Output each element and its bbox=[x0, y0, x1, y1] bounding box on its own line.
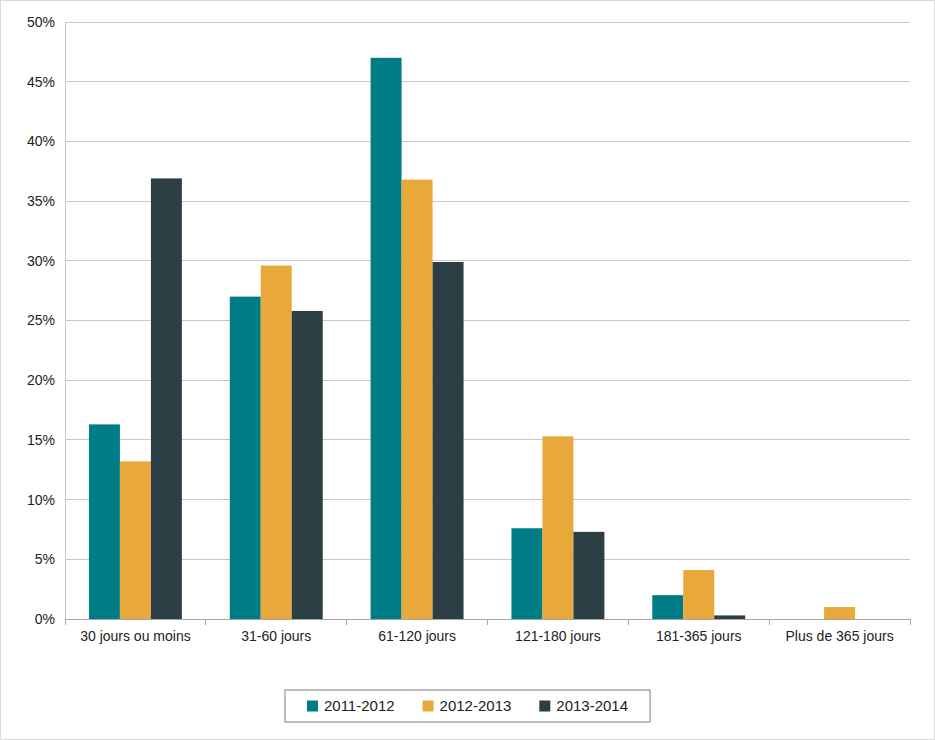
x-tick-label: 121-180 jours bbox=[515, 628, 601, 644]
series bbox=[89, 58, 683, 619]
x-tick: 181-365 jours bbox=[656, 619, 742, 644]
grid-line bbox=[65, 320, 910, 321]
x-separator bbox=[205, 619, 206, 625]
y-tick: 35% bbox=[27, 193, 65, 209]
legend-swatch bbox=[307, 701, 318, 712]
legend-swatch bbox=[423, 701, 434, 712]
y-tick-label: 50% bbox=[27, 14, 55, 30]
legend-label: 2011-2012 bbox=[324, 697, 395, 714]
legend-swatch bbox=[539, 701, 550, 712]
legend-label: 2013-2014 bbox=[556, 697, 628, 714]
x-axis: 30 jours ou moins 31-60 jours 61-120 jours… bbox=[66, 619, 911, 644]
bar bbox=[402, 180, 433, 619]
x-separator bbox=[910, 619, 911, 625]
y-tick: 0% bbox=[35, 611, 65, 627]
y-tick: 45% bbox=[27, 74, 65, 90]
y-tick: 5% bbox=[35, 551, 65, 567]
y-tick: 10% bbox=[27, 492, 65, 508]
bar bbox=[793, 619, 824, 620]
bar bbox=[824, 607, 855, 619]
bar bbox=[261, 266, 292, 619]
grid-line bbox=[65, 260, 910, 261]
grid-line bbox=[65, 499, 910, 500]
x-tick-label: 31-60 jours bbox=[241, 628, 311, 644]
chart: 0% 5% 10% 15% 20% 25% 30% 35% 40% 45% 50% 30 jours … bbox=[0, 0, 935, 740]
x-tick: 61-120 jours bbox=[378, 619, 456, 644]
bar bbox=[652, 595, 683, 619]
y-tick-label: 45% bbox=[27, 74, 55, 90]
bar bbox=[573, 532, 604, 619]
grid-line bbox=[65, 22, 910, 23]
grid-line bbox=[65, 380, 910, 381]
y-tick-label: 25% bbox=[27, 312, 55, 328]
plot: 0% 5% 10% 15% 20% 25% 30% 35% 40% 45% 50% 30 jours … bbox=[27, 14, 911, 644]
y-tick-label: 30% bbox=[27, 253, 55, 269]
grid-line bbox=[65, 559, 910, 560]
legend-item: 2012-2013 bbox=[423, 697, 512, 714]
x-separator bbox=[628, 619, 629, 625]
bar bbox=[714, 615, 745, 619]
grid-line bbox=[65, 201, 910, 202]
x-tick-label: 61-120 jours bbox=[378, 628, 456, 644]
series bbox=[151, 178, 745, 619]
y-tick-label: 5% bbox=[35, 551, 55, 567]
legend: 2011-2012 2012-2013 2013-2014 bbox=[285, 690, 650, 722]
y-axis-line bbox=[65, 23, 66, 620]
y-tick-label: 35% bbox=[27, 193, 55, 209]
bar bbox=[511, 528, 542, 619]
y-tick-label: 40% bbox=[27, 133, 55, 149]
y-tick: 40% bbox=[27, 133, 65, 149]
y-tick-label: 0% bbox=[35, 611, 55, 627]
grid-line bbox=[65, 141, 910, 142]
bar bbox=[230, 297, 261, 619]
grid-line bbox=[65, 439, 910, 440]
x-separators bbox=[65, 619, 910, 625]
bar bbox=[292, 311, 323, 619]
x-tick: Plus de 365 jours bbox=[785, 619, 893, 644]
x-separator bbox=[769, 619, 770, 625]
bar bbox=[683, 570, 714, 619]
y-tick-label: 15% bbox=[27, 432, 55, 448]
y-axis: 0% 5% 10% 15% 20% 25% 30% 35% 40% 45% 50% bbox=[27, 14, 66, 627]
x-tick: 31-60 jours bbox=[241, 619, 311, 644]
x-tick-label: 181-365 jours bbox=[656, 628, 742, 644]
x-tick-label: Plus de 365 jours bbox=[785, 628, 893, 644]
y-tick-label: 10% bbox=[27, 492, 55, 508]
y-tick: 50% bbox=[27, 14, 65, 30]
grid bbox=[65, 22, 910, 619]
x-separator bbox=[487, 619, 488, 625]
bar bbox=[855, 619, 886, 620]
bar bbox=[542, 436, 573, 619]
bars bbox=[89, 58, 855, 619]
bar bbox=[371, 58, 402, 619]
x-tick-label: 30 jours ou moins bbox=[80, 628, 191, 644]
y-tick: 20% bbox=[27, 372, 65, 388]
chart-frame bbox=[1, 1, 935, 740]
y-tick: 15% bbox=[27, 432, 65, 448]
x-separator bbox=[346, 619, 347, 625]
y-tick-label: 20% bbox=[27, 372, 55, 388]
legend-label: 2012-2013 bbox=[440, 697, 512, 714]
x-separator bbox=[65, 619, 66, 625]
x-tick: 30 jours ou moins bbox=[80, 619, 191, 644]
bar bbox=[89, 424, 120, 619]
y-tick: 25% bbox=[27, 312, 65, 328]
legend-item: 2013-2014 bbox=[539, 697, 628, 714]
series bbox=[120, 180, 855, 619]
y-tick: 30% bbox=[27, 253, 65, 269]
bar bbox=[151, 178, 182, 619]
bar bbox=[120, 461, 151, 619]
bar bbox=[433, 262, 464, 619]
legend-item: 2011-2012 bbox=[307, 697, 395, 714]
x-tick: 121-180 jours bbox=[515, 619, 601, 644]
legend-frame bbox=[285, 690, 650, 722]
grid-line bbox=[65, 81, 910, 82]
